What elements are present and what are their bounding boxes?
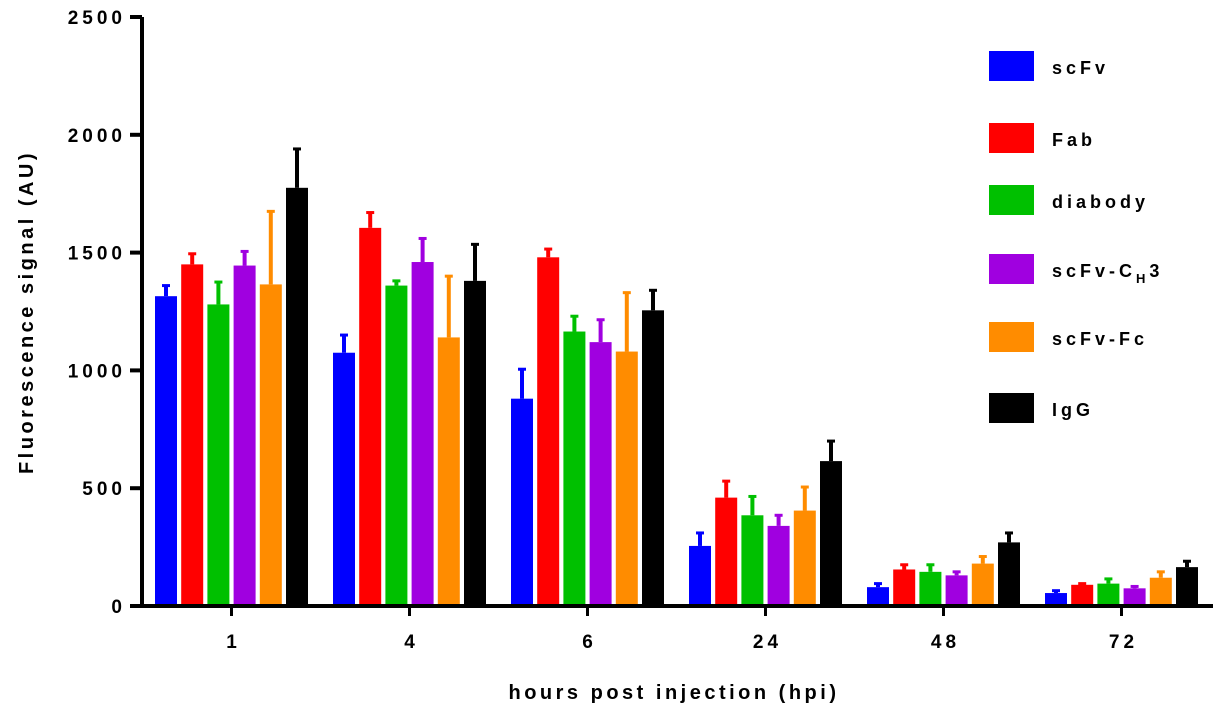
bar-igg-6 bbox=[642, 310, 664, 606]
y-tick-label-1500: 1500 bbox=[68, 244, 126, 265]
legend-swatch-scfv-fc bbox=[989, 322, 1034, 352]
x-axis-title: hours post injection (hpi) bbox=[509, 682, 840, 704]
bar-fab-48 bbox=[893, 569, 916, 606]
bar-diabody-4 bbox=[385, 285, 408, 606]
bar-scfv-24 bbox=[689, 545, 711, 606]
bar-scfv-72 bbox=[1045, 593, 1067, 606]
bar-group bbox=[155, 187, 1198, 606]
x-tick-label-72: 72 bbox=[1109, 632, 1138, 653]
bar-scfv-fc-48 bbox=[971, 563, 994, 606]
bar-scfv-6 bbox=[511, 398, 533, 606]
legend: scFv Fab diabody scFv-CH3 scFv-Fc IgG bbox=[989, 51, 1163, 423]
legend-label-scfv-ch3: scFv-CH3 bbox=[1052, 261, 1163, 286]
bar-scfv-ch3-4 bbox=[411, 262, 434, 606]
bar-fab-6 bbox=[537, 257, 560, 606]
x-tick-label-1: 1 bbox=[226, 632, 241, 653]
x-tick-label-4: 4 bbox=[404, 632, 419, 653]
bar-diabody-24 bbox=[741, 515, 764, 606]
legend-swatch-diabody bbox=[989, 185, 1034, 215]
bar-diabody-6 bbox=[563, 331, 586, 606]
bar-scfv-fc-1 bbox=[259, 284, 282, 606]
legend-label-scfv-fc: scFv-Fc bbox=[1052, 329, 1148, 349]
legend-swatch-scfv-ch3 bbox=[989, 254, 1034, 284]
bar-diabody-48 bbox=[919, 571, 942, 606]
y-axis-title: Fluorescence signal (AU) bbox=[16, 150, 38, 474]
bar-scfv-fc-72 bbox=[1149, 577, 1172, 606]
bar-igg-1 bbox=[286, 187, 308, 606]
legend-label-igg: IgG bbox=[1052, 400, 1094, 420]
x-tick-label-6: 6 bbox=[582, 632, 597, 653]
bar-scfv-fc-4 bbox=[437, 337, 460, 606]
y-tick-label-2500: 2500 bbox=[68, 8, 126, 29]
bar-diabody-72 bbox=[1097, 583, 1120, 606]
legend-label-scfv: scFv bbox=[1052, 58, 1109, 78]
bar-fab-1 bbox=[181, 264, 204, 606]
bar-scfv-ch3-24 bbox=[767, 525, 790, 606]
y-tick-label-500: 500 bbox=[82, 479, 126, 500]
bar-scfv-fc-24 bbox=[793, 510, 816, 606]
bar-scfv-1 bbox=[155, 296, 177, 606]
legend-swatch-scfv bbox=[989, 51, 1034, 81]
bar-igg-48 bbox=[998, 542, 1020, 606]
y-tick-label-1000: 1000 bbox=[68, 361, 126, 382]
legend-swatch-fab bbox=[989, 123, 1034, 153]
bar-scfv-ch3-6 bbox=[589, 342, 612, 606]
bar-scfv-ch3-72 bbox=[1123, 588, 1146, 606]
error-bar-group bbox=[162, 147, 1191, 594]
legend-label-diabody: diabody bbox=[1052, 192, 1149, 212]
bar-fab-24 bbox=[715, 497, 738, 606]
bar-scfv-ch3-1 bbox=[233, 265, 256, 606]
bar-igg-4 bbox=[464, 280, 486, 606]
y-ticks: 0 500 1000 1500 2000 2500 bbox=[68, 8, 142, 618]
bar-scfv-48 bbox=[867, 587, 889, 606]
x-tick-label-48: 48 bbox=[931, 632, 960, 653]
legend-label-fab: Fab bbox=[1052, 130, 1096, 150]
y-tick-label-2000: 2000 bbox=[68, 126, 126, 147]
bar-fab-72 bbox=[1071, 584, 1094, 606]
bar-igg-72 bbox=[1176, 567, 1198, 606]
bar-scfv-fc-6 bbox=[615, 351, 638, 606]
bar-scfv-ch3-48 bbox=[945, 575, 968, 606]
legend-swatch-igg bbox=[989, 393, 1034, 423]
bar-scfv-4 bbox=[333, 352, 355, 606]
axes bbox=[140, 17, 1213, 608]
bar-diabody-1 bbox=[207, 304, 230, 606]
x-tick-label-24: 24 bbox=[753, 632, 782, 653]
bar-igg-24 bbox=[820, 461, 842, 606]
x-ticks: 1 4 6 24 48 72 bbox=[226, 606, 1138, 653]
y-tick-label-0: 0 bbox=[111, 597, 126, 618]
bar-fab-4 bbox=[359, 227, 382, 606]
